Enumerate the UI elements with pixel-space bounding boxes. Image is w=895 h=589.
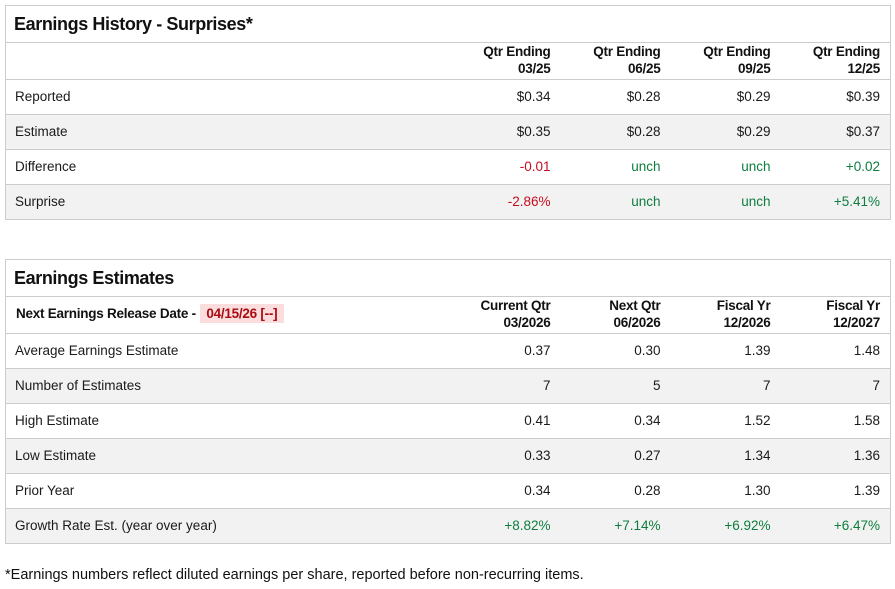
row-label: Low Estimate <box>5 438 451 474</box>
cell-value: $0.39 <box>780 79 891 115</box>
cell-value: 0.34 <box>450 473 561 509</box>
cell-value: $0.29 <box>670 79 781 115</box>
table-row-reported: Reported $0.34 $0.28 $0.29 $0.39 <box>5 79 891 115</box>
cell-value: $0.34 <box>450 79 561 115</box>
column-header-current-qtr: Current Qtr 03/2026 <box>450 296 561 334</box>
cell-value: +6.47% <box>780 508 891 544</box>
table-row-growth-rate-est: Growth Rate Est. (year over year) +8.82%… <box>5 508 891 544</box>
column-header-qtr-1225: Qtr Ending 12/25 <box>780 42 891 80</box>
cell-value: 1.30 <box>670 473 781 509</box>
cell-value: unch <box>560 149 671 185</box>
cell-value: 1.36 <box>780 438 891 474</box>
earnings-footnote: *Earnings numbers reflect diluted earnin… <box>5 567 584 583</box>
cell-value: 7 <box>450 368 561 404</box>
cell-value: 1.52 <box>670 403 781 439</box>
cell-value: $0.28 <box>560 79 671 115</box>
release-date-label: Next Earnings Release Date - <box>16 306 200 322</box>
earnings-estimates-table: Earnings Estimates Next Earnings Release… <box>5 259 892 544</box>
cell-value: 1.34 <box>670 438 781 474</box>
table-row-number-of-estimates: Number of Estimates 7 5 7 7 <box>5 368 891 404</box>
cell-value: 0.37 <box>450 333 561 369</box>
cell-value: 1.48 <box>780 333 891 369</box>
row-label: Average Earnings Estimate <box>5 333 451 369</box>
row-label: Prior Year <box>5 473 451 509</box>
row-label: High Estimate <box>5 403 451 439</box>
cell-value: 7 <box>780 368 891 404</box>
earnings-history-title: Earnings History - Surprises* <box>5 5 891 43</box>
earnings-estimates-title-row: Earnings Estimates <box>5 259 891 297</box>
cell-value: +8.82% <box>450 508 561 544</box>
table-row-high-estimate: High Estimate 0.41 0.34 1.52 1.58 <box>5 403 891 439</box>
table-row-estimate: Estimate $0.35 $0.28 $0.29 $0.37 <box>5 114 891 150</box>
cell-value: 5 <box>560 368 671 404</box>
column-header-qtr-0325: Qtr Ending 03/25 <box>450 42 561 80</box>
cell-value: -0.01 <box>450 149 561 185</box>
column-header-fiscal-yr-2026: Fiscal Yr 12/2026 <box>670 296 781 334</box>
column-header-qtr-0925: Qtr Ending 09/25 <box>670 42 781 80</box>
cell-value: 0.27 <box>560 438 671 474</box>
cell-value: 7 <box>670 368 781 404</box>
row-label: Difference <box>5 149 451 185</box>
row-label: Number of Estimates <box>5 368 451 404</box>
cell-value: 0.33 <box>450 438 561 474</box>
cell-value: +0.02 <box>780 149 891 185</box>
next-earnings-release-date: Next Earnings Release Date - 04/15/26 [-… <box>5 296 451 334</box>
cell-value: 1.39 <box>780 473 891 509</box>
earnings-history-column-headers: Qtr Ending 03/25 Qtr Ending 06/25 Qtr Endi… <box>5 42 891 80</box>
release-date-value[interactable]: 04/15/26 [--] <box>200 304 285 324</box>
table-row-prior-year: Prior Year 0.34 0.28 1.30 1.39 <box>5 473 891 509</box>
row-label: Surprise <box>5 184 451 220</box>
cell-value: 0.41 <box>450 403 561 439</box>
cell-value: +5.41% <box>780 184 891 220</box>
cell-value: $0.37 <box>780 114 891 150</box>
earnings-history-title-row: Earnings History - Surprises* <box>5 5 891 43</box>
cell-value: 1.39 <box>670 333 781 369</box>
cell-value: $0.28 <box>560 114 671 150</box>
table-gap <box>5 220 890 259</box>
cell-value: unch <box>670 149 781 185</box>
cell-value: +7.14% <box>560 508 671 544</box>
empty-header-cell <box>5 42 451 80</box>
earnings-history-table: Earnings History - Surprises* Qtr Ending… <box>5 5 892 220</box>
cell-value: 0.28 <box>560 473 671 509</box>
table-row-surprise: Surprise -2.86% unch unch +5.41% <box>5 184 891 220</box>
table-row-average-earnings-estimate: Average Earnings Estimate 0.37 0.30 1.39… <box>5 333 891 369</box>
cell-value: +6.92% <box>670 508 781 544</box>
cell-value: unch <box>560 184 671 220</box>
earnings-estimates-title: Earnings Estimates <box>5 259 891 297</box>
row-label: Reported <box>5 79 451 115</box>
cell-value: 0.30 <box>560 333 671 369</box>
cell-value: 0.34 <box>560 403 671 439</box>
cell-value: -2.86% <box>450 184 561 220</box>
cell-value: unch <box>670 184 781 220</box>
table-row-difference: Difference -0.01 unch unch +0.02 <box>5 149 891 185</box>
column-header-next-qtr: Next Qtr 06/2026 <box>560 296 671 334</box>
column-header-fiscal-yr-2027: Fiscal Yr 12/2027 <box>780 296 891 334</box>
cell-value: $0.35 <box>450 114 561 150</box>
cell-value: 1.58 <box>780 403 891 439</box>
row-label: Growth Rate Est. (year over year) <box>5 508 451 544</box>
table-row-low-estimate: Low Estimate 0.33 0.27 1.34 1.36 <box>5 438 891 474</box>
row-label: Estimate <box>5 114 451 150</box>
column-header-qtr-0625: Qtr Ending 06/25 <box>560 42 671 80</box>
cell-value: $0.29 <box>670 114 781 150</box>
earnings-estimates-column-headers: Next Earnings Release Date - 04/15/26 [-… <box>5 296 891 334</box>
